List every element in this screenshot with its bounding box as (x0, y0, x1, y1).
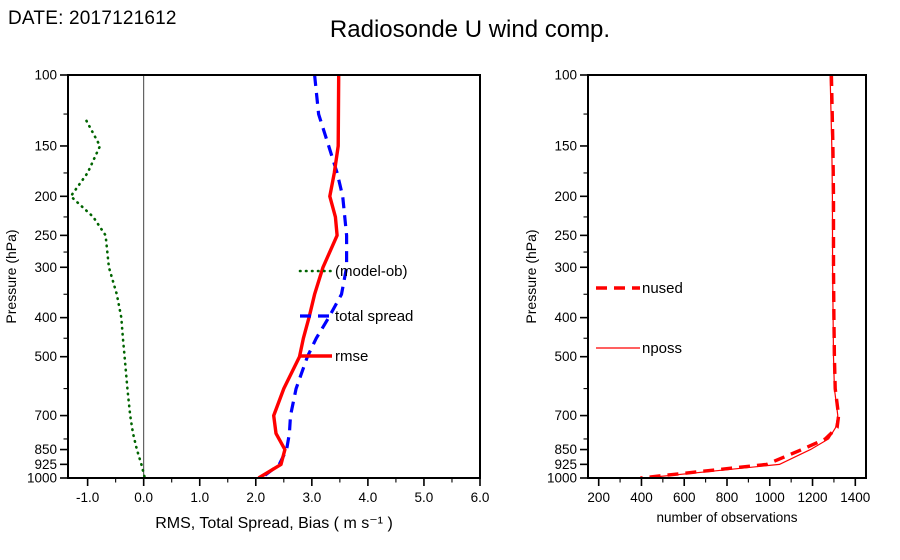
x-tick-label: 6.0 (471, 490, 490, 505)
y-tick-label: 150 (554, 138, 577, 153)
y-tick-label: 250 (554, 228, 577, 243)
legend-label-modelob: (model-ob) (335, 263, 408, 280)
series-line-modelob (69, 119, 147, 478)
x-tick-label: 600 (673, 490, 696, 505)
y-tick-label: 500 (554, 349, 577, 364)
panel-observations: 200 400 600 800 1000 1200 1400 100 150 200 250 300 4… (523, 68, 870, 526)
x-tick-label: 1200 (798, 490, 828, 505)
x-axis-label: number of observations (656, 510, 797, 525)
legend-label-nused: nused (642, 280, 683, 297)
x-tick-label: 1000 (755, 490, 785, 505)
y-tick-label: 925 (554, 457, 577, 472)
y-tick-label: 1000 (27, 471, 57, 486)
x-axis: -1.0 0.0 1.0 2.0 3.0 4.0 5.0 6.0 (76, 478, 489, 505)
x-tick-label: -1.0 (76, 490, 99, 505)
y-tick-label: 500 (34, 349, 57, 364)
y-tick-label: 300 (554, 260, 577, 275)
x-tick-label: 800 (716, 490, 739, 505)
y-tick-label: 300 (34, 260, 57, 275)
series-group (69, 75, 349, 478)
y-tick-label: 100 (554, 68, 577, 83)
legend-label-rmse: rmse (335, 348, 368, 365)
x-tick-label: 1400 (840, 490, 870, 505)
y-tick-label: 400 (34, 310, 57, 325)
y-axis-label: Pressure (hPa) (523, 229, 539, 323)
y-tick-label: 700 (554, 408, 577, 423)
x-tick-label: 2.0 (246, 490, 265, 505)
x-axis: 200 400 600 800 1000 1200 1400 (587, 478, 870, 505)
series-line-nposs (644, 75, 839, 478)
y-axis-label: Pressure (hPa) (3, 229, 19, 323)
y-tick-label: 850 (34, 442, 57, 457)
x-tick-label: 200 (587, 490, 610, 505)
y-tick-label: 150 (34, 138, 57, 153)
x-tick-label: 400 (630, 490, 653, 505)
x-tick-label: 5.0 (415, 490, 434, 505)
plot-border (67, 74, 481, 479)
y-tick-label: 400 (554, 310, 577, 325)
x-tick-label: 3.0 (302, 490, 321, 505)
y-tick-label: 925 (34, 457, 57, 472)
x-axis-label: RMS, Total Spread, Bias ( m s⁻¹ ) (155, 515, 393, 532)
date-label: DATE: 2017121612 (8, 8, 177, 29)
panel-verification: -1.0 0.0 1.0 2.0 3.0 4.0 5.0 6.0 100 150 200 250 300… (3, 68, 489, 533)
y-tick-label: 200 (554, 189, 577, 204)
y-tick-label: 100 (34, 68, 57, 83)
series-group (640, 75, 841, 478)
legend: nused nposs (596, 280, 683, 357)
legend-label-totalspread: total spread (335, 308, 413, 325)
y-tick-label: 1000 (547, 471, 577, 486)
x-tick-label: 1.0 (190, 490, 209, 505)
y-tick-label: 850 (554, 442, 577, 457)
y-tick-label: 250 (34, 228, 57, 243)
plot-border (587, 74, 867, 479)
figure-title: Radiosonde U wind comp. (329, 16, 611, 43)
series-line-nused (640, 75, 841, 478)
legend-label-nposs: nposs (642, 340, 682, 357)
y-tick-label: 700 (34, 408, 57, 423)
x-tick-label: 0.0 (134, 490, 153, 505)
x-tick-label: 4.0 (359, 490, 378, 505)
legend: (model-ob) total spread rmse (298, 263, 413, 365)
y-tick-label: 200 (34, 189, 57, 204)
